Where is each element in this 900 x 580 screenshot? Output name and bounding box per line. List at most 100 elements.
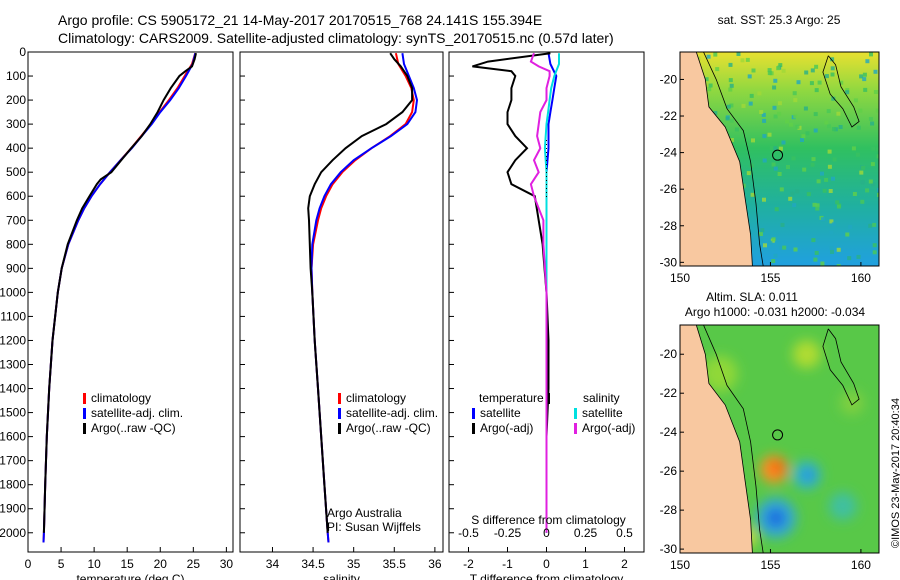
sst_map-ytick-label: -24 <box>660 146 678 160</box>
difference-xtick-label: -1 <box>502 557 513 571</box>
sst-pixel <box>813 257 818 262</box>
sst-pixel <box>790 191 795 196</box>
sst-pixel <box>870 121 875 126</box>
sst-pixel <box>773 114 778 119</box>
sst-pixel <box>827 164 832 169</box>
sst-pixel <box>771 237 776 242</box>
sst-pixel <box>836 111 841 116</box>
depth-tick-label: 1700 <box>0 454 26 468</box>
sst-pixel <box>873 90 878 94</box>
sst-pixel <box>830 66 835 71</box>
sst-pixel <box>830 72 835 77</box>
sst-pixel <box>773 166 778 171</box>
sst_map-xtick-label: 150 <box>670 271 690 285</box>
sst-pixel <box>836 247 841 252</box>
salinity-legend-label: climatology <box>346 391 406 405</box>
sst-pixel <box>772 85 777 90</box>
sst-pixel <box>777 111 782 116</box>
sla_map-panel: 150 155 160 -20 -22 -24 -26 -28 -30 Altim. SLA: 0… <box>660 290 880 572</box>
sla_map-field <box>680 325 879 553</box>
sst-pixel <box>826 109 831 114</box>
sst-pixel <box>829 245 834 250</box>
sst-pixel <box>760 228 765 233</box>
salinity-xtick-label: 35.5 <box>383 557 407 571</box>
sst-pixel <box>822 188 827 193</box>
temperature-legend-swatch <box>83 408 86 419</box>
difference-series-s-argo <box>529 52 551 533</box>
sst-pixel <box>761 112 766 117</box>
sst-pixel <box>788 196 793 201</box>
sst-pixel <box>824 74 829 79</box>
temperature-legend-label: climatology <box>91 391 151 405</box>
sst-pixel <box>836 204 841 209</box>
sst-pixel <box>824 120 829 125</box>
salinity-diff-tick-label: 0 <box>543 526 550 540</box>
sst-pixel <box>792 91 797 96</box>
depth-tick-label: 1900 <box>0 502 26 516</box>
sst-pixel <box>877 193 879 197</box>
temperature-xtick-label: 25 <box>187 557 201 571</box>
difference-legend-marker <box>548 393 550 404</box>
sst_map-ytick-label: -20 <box>660 72 678 86</box>
difference-xlabel: T difference from climatology <box>470 572 624 580</box>
sst-pixel <box>875 108 879 113</box>
sst-pixel <box>767 132 772 137</box>
sst-pixel <box>713 52 718 57</box>
difference-xtick-label: 0 <box>543 557 550 571</box>
sst-pixel <box>734 127 739 132</box>
sst-pixel <box>814 250 819 255</box>
difference-legend-t-label: satellite <box>480 406 521 420</box>
sst-pixel <box>773 146 778 151</box>
float-position-marker <box>772 429 784 441</box>
salinity-legend-label: Argo(..raw -QC) <box>346 421 431 435</box>
sst-pixel <box>729 118 734 123</box>
sst-pixel <box>856 254 861 259</box>
temperature-xtick-label: 10 <box>87 557 101 571</box>
sst-pixel <box>845 90 850 95</box>
shelf-contour <box>703 325 764 553</box>
depth-tick-label: 800 <box>6 237 26 251</box>
sst-pixel <box>759 110 764 114</box>
salinity-diff-tick-label: 0.25 <box>574 526 598 540</box>
sst-pixel <box>803 106 808 111</box>
sst-pixel <box>780 222 785 227</box>
sla_map-ytick-label: -28 <box>660 503 678 517</box>
salinity-legend-swatch <box>338 408 341 419</box>
temperature-series-argo <box>42 52 197 533</box>
salinity-xtick-label: 34.5 <box>301 557 325 571</box>
sst-pixel <box>845 88 850 93</box>
sst-pixel <box>769 146 774 150</box>
sla_map-xtick-label: 160 <box>851 558 871 572</box>
temperature-xtick-label: 15 <box>121 557 135 571</box>
sst-pixel <box>873 69 878 74</box>
sst-pixel <box>829 219 834 224</box>
sst-pixel <box>813 128 818 133</box>
sst-pixel <box>713 111 718 115</box>
sla-anomaly-blob <box>792 340 821 369</box>
sst-pixel <box>795 124 800 129</box>
sst-pixel <box>868 223 873 228</box>
salinity-series-group <box>307 52 419 543</box>
sst_map-ytick-label: -22 <box>660 109 678 123</box>
sst-pixel <box>706 54 711 59</box>
sst-pixel <box>855 152 860 157</box>
sst_map-ytick-label: -26 <box>660 182 678 196</box>
sst-pixel <box>816 179 821 184</box>
sst-pixel <box>749 163 754 168</box>
sst-pixel <box>838 125 843 129</box>
sst-pixel <box>745 57 750 62</box>
difference-xtick-label: 2 <box>621 557 628 571</box>
sst-pixel <box>778 146 783 151</box>
sst-pixel <box>832 157 837 162</box>
sst-pixel <box>762 197 766 202</box>
sst-pixel <box>779 187 784 192</box>
sst-pixel <box>852 192 857 196</box>
sst-pixel <box>796 80 801 85</box>
sst-pixel <box>778 141 783 146</box>
sst-pixel <box>795 189 800 194</box>
sst-pixel <box>872 222 877 227</box>
temperature-xtick-label: 5 <box>58 557 65 571</box>
difference-legend-t-swatch <box>472 408 475 419</box>
difference-panel: -2 -1 0 1 2T difference from climatology -0.5… <box>448 51 645 580</box>
